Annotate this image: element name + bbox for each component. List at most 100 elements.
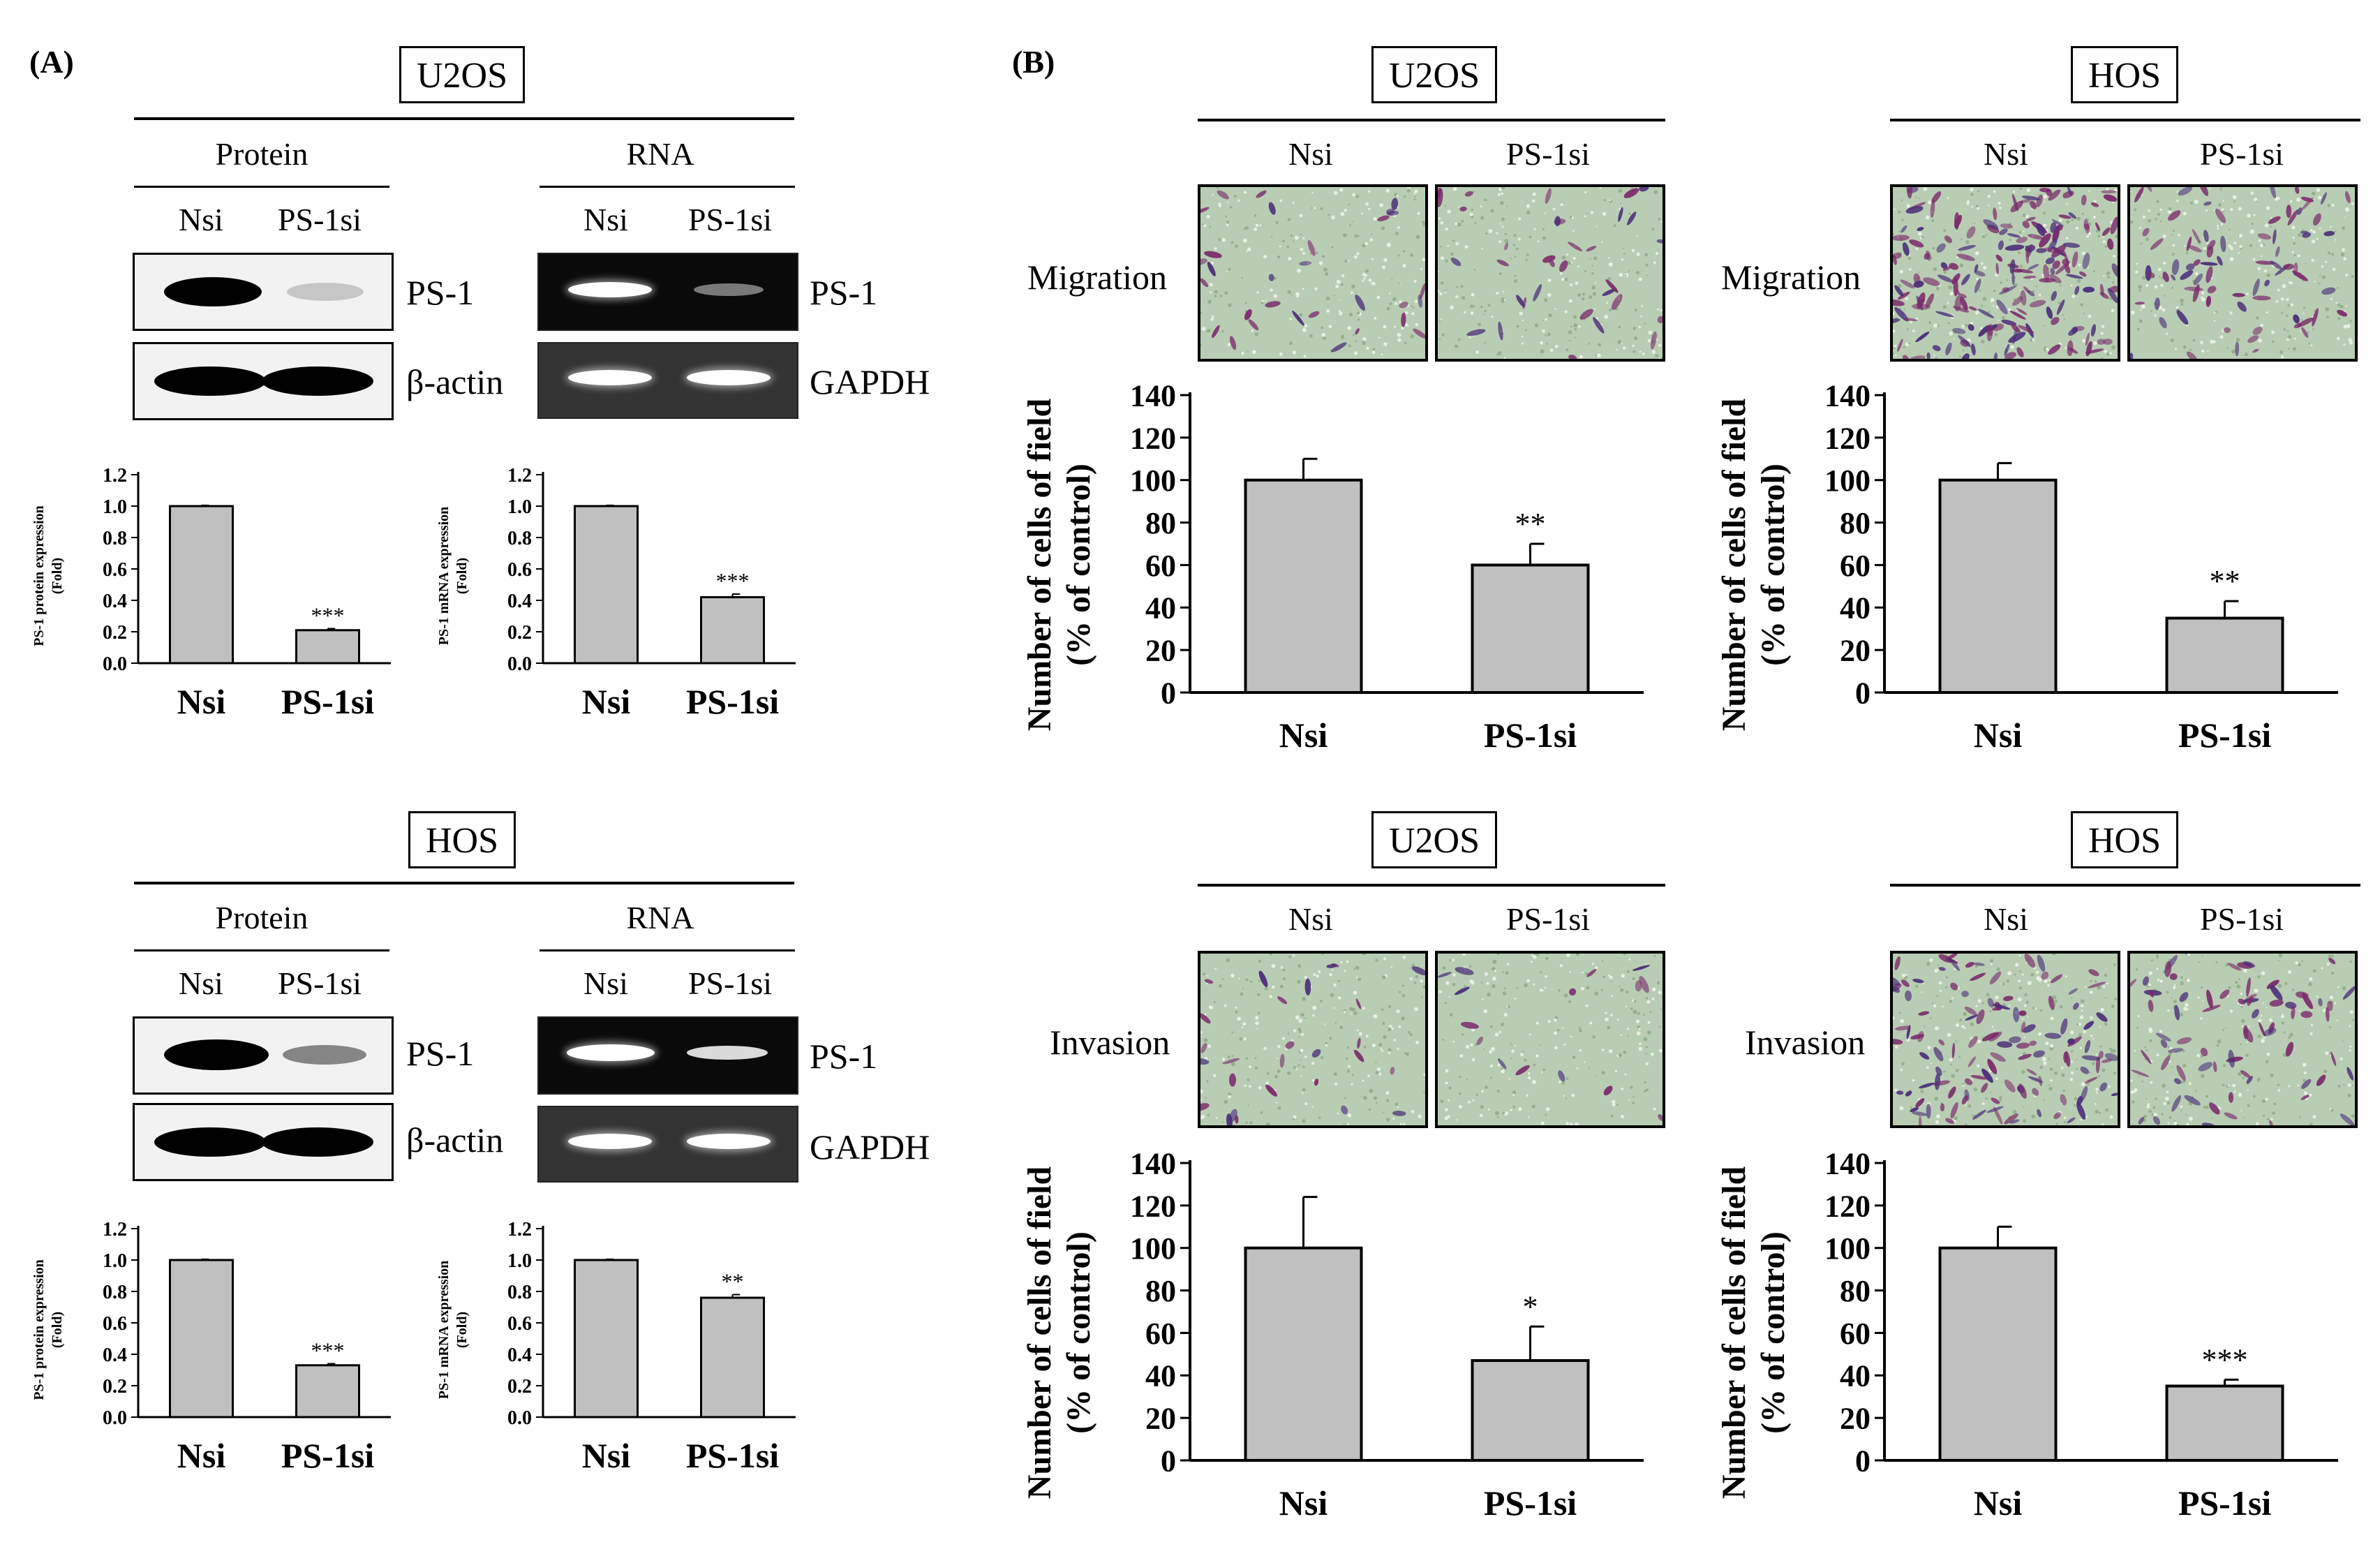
protein-rule [134,949,389,951]
pcr-gel-ps1 [537,253,798,331]
y-tick-label: 120 [1130,421,1176,455]
y-tick-label: 0.6 [507,559,532,581]
significance-label: *** [716,568,750,593]
band [568,370,652,385]
chart-u2os-mrna: 0.0 0.2 0.4 0.6 0.8 1.0 1.2 Nsi *** PS-1si PS-1 mR… [436,465,796,721]
bar [1471,563,1590,694]
x-category-label: Nsi [1279,716,1328,755]
western-blot-ps1 [133,253,394,331]
y-axis-label: (Fold) [454,1312,470,1348]
y-axis-label: PS-1 protein expression [31,505,47,646]
significance-label: *** [311,1338,345,1363]
bar [2165,1384,2284,1462]
assay-label: Migration [1027,258,1167,297]
lane-label: Nsi [1288,901,1333,937]
western-blot-actin [133,1103,394,1181]
transwell-photo [1435,184,1665,362]
significance-label: *** [311,603,345,628]
chart-u2os-invasion: 0 20 40 60 80 100 120 140 Nsi * PS-1si Number of ce… [1022,1146,1644,1523]
y-tick-label: 0 [1161,1444,1176,1478]
y-axis-label: (% of control) [1755,464,1792,666]
band [568,282,652,297]
bar [169,1259,234,1418]
photo-texture [2130,954,2355,1125]
bar [1244,1246,1363,1462]
x-category-label: PS-1si [2178,716,2271,755]
y-tick-label: 0.8 [507,528,532,549]
y-tick-label: 100 [1130,1231,1176,1266]
bar [574,1259,639,1418]
photo-texture [1200,954,1425,1125]
y-tick-label: 120 [1824,421,1870,455]
y-tick-label: 1.2 [507,465,532,487]
band [567,1044,655,1061]
x-category-label: Nsi [582,1436,631,1475]
header-rule [134,117,794,120]
y-tick-label: 80 [1145,1274,1176,1308]
lane-label: PS-1si [2199,901,2284,937]
y-tick-label: 20 [1840,634,1870,668]
significance-label: ** [2210,564,2240,598]
row-label: PS-1 [810,1037,878,1076]
photo-texture [1893,954,2118,1125]
y-axis-label: PS-1 mRNA expression [436,507,452,646]
band [687,1046,768,1060]
western-blot-ps1 [133,1016,394,1095]
lane-label: Nsi [1984,136,2028,172]
y-axis-label: (% of control) [1755,1231,1792,1434]
significance-label: ** [722,1269,744,1294]
y-tick-label: 0.2 [507,1376,532,1398]
transwell-photo [1198,951,1428,1128]
y-tick-label: 0.8 [103,1282,127,1303]
band [262,1127,373,1157]
y-tick-label: 1.0 [507,496,532,518]
pcr-gel-gapdh [537,1106,798,1183]
x-category-label: Nsi [1974,1483,2023,1523]
transwell-photo [1890,951,2120,1128]
y-tick-label: 140 [1824,378,1870,413]
lane-label: Nsi [1984,901,2028,937]
significance-label: *** [2202,1342,2248,1377]
chart-hos-mrna: 0.0 0.2 0.4 0.6 0.8 1.0 1.2 Nsi ** PS-1si PS-1 mRN… [436,1219,796,1475]
cell-line-box: HOS [2070,811,2179,868]
band [154,1127,266,1157]
rna-header: RNA [626,900,694,935]
band [694,283,764,296]
bar [700,596,765,665]
y-tick-label: 60 [1145,549,1176,583]
western-blot-actin [133,342,394,420]
y-tick-label: 0.4 [103,1345,127,1366]
y-tick-label: 80 [1145,506,1176,540]
header-rule [1890,884,2360,887]
photo-texture [2130,187,2355,359]
band [154,366,266,396]
cell-line-box: U2OS [1371,46,1498,103]
lane-label: PS-1si [1505,136,1591,172]
y-tick-label: 0 [1855,1444,1870,1478]
pcr-gel-ps1 [537,1016,798,1095]
row-label: β-actin [406,1120,504,1160]
rna-rule [540,949,795,951]
y-tick-label: 100 [1130,464,1176,498]
y-tick-label: 1.0 [507,1250,532,1272]
lane-label: Nsi [179,965,223,1001]
y-axis-label: Number of cells of field [1022,399,1058,732]
x-category-label: PS-1si [686,1436,779,1475]
y-tick-label: 0.8 [103,528,127,549]
y-axis-label: (Fold) [50,558,65,594]
protein-header: Protein [215,136,308,172]
lane-label: PS-1si [687,202,773,237]
header-rule [1198,884,1665,887]
bar [700,1296,765,1418]
rna-header: RNA [626,136,694,172]
header-rule [134,882,794,884]
panel-a-letter: (A) [29,44,74,80]
x-category-label: PS-1si [281,1436,374,1475]
y-tick-label: 20 [1145,634,1176,668]
y-tick-label: 80 [1840,506,1870,540]
cell-line-box: HOS [2070,46,2179,103]
panel-b-letter: (B) [1012,44,1055,80]
y-tick-label: 140 [1824,1146,1870,1180]
row-label: β-actin [406,362,504,401]
significance-label: * [1523,1289,1538,1324]
